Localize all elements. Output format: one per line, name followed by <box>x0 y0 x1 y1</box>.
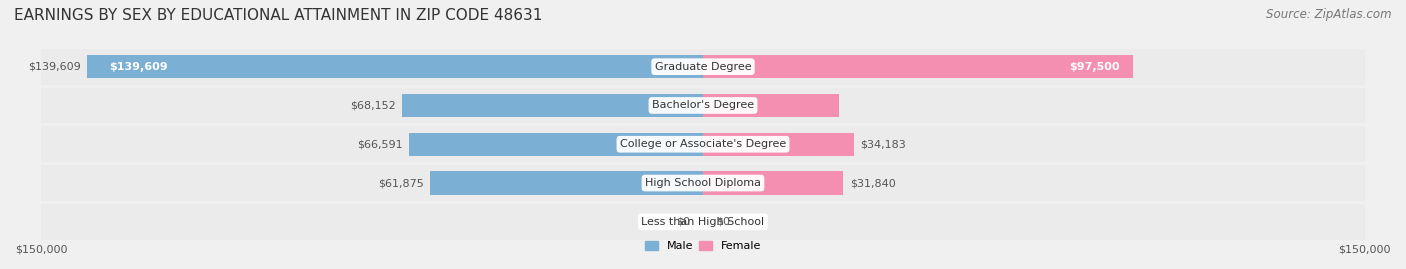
Text: $66,591: $66,591 <box>357 139 402 149</box>
Bar <box>402 94 703 117</box>
Text: College or Associate's Degree: College or Associate's Degree <box>620 139 786 149</box>
Legend: Male, Female: Male, Female <box>644 241 762 251</box>
Text: $61,875: $61,875 <box>378 178 423 188</box>
Bar <box>41 88 1365 123</box>
Text: Source: ZipAtlas.com: Source: ZipAtlas.com <box>1267 8 1392 21</box>
Bar <box>41 165 1365 201</box>
Bar <box>703 94 839 117</box>
Bar <box>703 133 853 156</box>
Text: Graduate Degree: Graduate Degree <box>655 62 751 72</box>
Text: $34,183: $34,183 <box>860 139 907 149</box>
Text: Bachelor's Degree: Bachelor's Degree <box>652 100 754 111</box>
Bar <box>41 49 1365 84</box>
Text: $0: $0 <box>676 217 690 227</box>
Text: EARNINGS BY SEX BY EDUCATIONAL ATTAINMENT IN ZIP CODE 48631: EARNINGS BY SEX BY EDUCATIONAL ATTAINMEN… <box>14 8 543 23</box>
Bar <box>430 171 703 195</box>
Text: Less than High School: Less than High School <box>641 217 765 227</box>
Text: $139,609: $139,609 <box>110 62 167 72</box>
Bar <box>409 133 703 156</box>
Bar <box>41 204 1365 240</box>
Text: $0: $0 <box>716 217 730 227</box>
Text: $139,609: $139,609 <box>28 62 80 72</box>
Text: High School Diploma: High School Diploma <box>645 178 761 188</box>
Text: $31,840: $31,840 <box>851 178 896 188</box>
Bar <box>703 171 844 195</box>
Text: $97,500: $97,500 <box>1070 62 1121 72</box>
Text: $68,152: $68,152 <box>350 100 395 111</box>
Bar <box>87 55 703 78</box>
Bar <box>41 126 1365 162</box>
Bar <box>703 55 1133 78</box>
